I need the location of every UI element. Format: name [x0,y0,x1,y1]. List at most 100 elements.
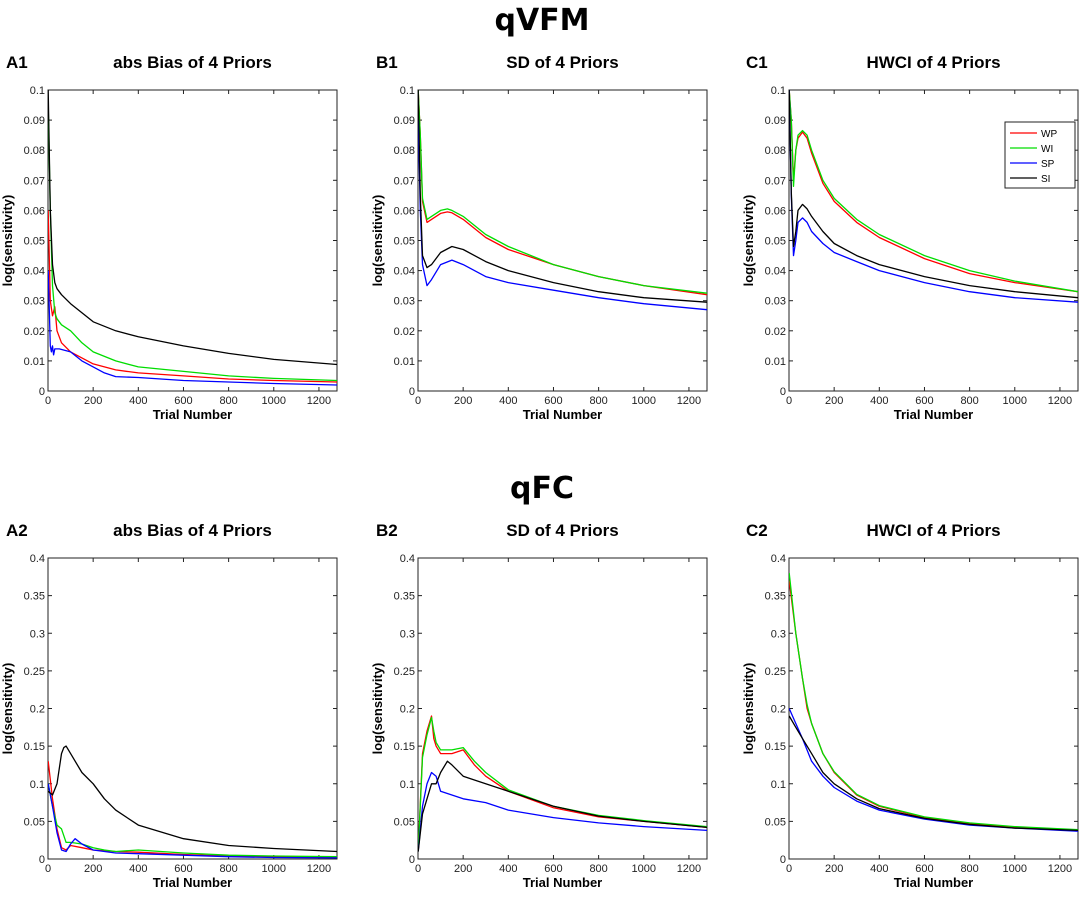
chart-c1-title: HWCI of 4 Priors [866,53,1000,72]
chart-c2-ylabel: log(sensitivity) [741,663,756,755]
chart-c1-ytick-label: 0.04 [765,266,786,278]
chart-b2-ytick-label: 0.1 [400,779,415,791]
chart-b2-ytick-label: 0.2 [400,704,415,716]
chart-a1-xtick-label: 400 [129,395,147,407]
chart-a1-ytick-label: 0.09 [24,115,45,127]
chart-b1-xtick-label: 400 [499,395,517,407]
chart-b1-ytick-label: 0.05 [394,236,415,248]
chart-a2-xlabel: Trial Number [153,875,232,890]
chart-c1-legend-label-si: SI [1041,174,1050,185]
chart-b1-ytick-label: 0 [409,386,415,398]
chart-a1-ytick-label: 0.02 [24,326,45,338]
chart-c1-panel-label: C1 [746,53,768,72]
chart-c1-xtick-label: 1000 [1003,395,1027,407]
chart-c1-xtick-label: 0 [786,395,792,407]
chart-c1-xtick-label: 600 [915,395,933,407]
chart-b1-series-si [418,90,707,303]
chart-c2-ytick-label: 0.35 [765,591,786,603]
chart-a1-xtick-label: 600 [174,395,192,407]
chart-b1-ytick-label: 0.07 [394,175,415,187]
chart-a2-series-sp [48,783,337,859]
chart-b1-ytick-label: 0.09 [394,115,415,127]
chart-b2-xtick-label: 1200 [677,863,701,875]
chart-b1-xtick-label: 200 [454,395,472,407]
chart-a2-series-wi [48,783,337,858]
chart-a1-ytick-label: 0.01 [24,356,45,368]
chart-c2-xtick-label: 400 [870,863,888,875]
chart-b1-series-wi [418,90,707,294]
chart-b1-ytick-label: 0.03 [394,296,415,308]
chart-a2-xtick-label: 200 [84,863,102,875]
chart-b1-panel-label: B1 [376,53,398,72]
chart-b2-ytick-label: 0.3 [400,628,415,640]
chart-b2-ytick-label: 0.05 [394,816,415,828]
chart-b1-xlabel: Trial Number [523,407,602,422]
chart-b1-axes-box [417,89,708,392]
chart-b1-xtick-label: 600 [544,395,562,407]
chart-c2-ytick-label: 0.15 [765,741,786,753]
chart-a2-ytick-label: 0.15 [24,741,45,753]
chart-a1-panel-label: A1 [6,53,28,72]
chart-a2-series-si [48,745,337,853]
chart-b1-ytick-label: 0.01 [394,356,415,368]
chart-a1-series-wp [48,210,337,383]
chart-b2-series-wp [418,715,707,852]
chart-b2-ylabel: log(sensitivity) [370,663,385,755]
chart-b2-ytick-label: 0.15 [394,741,415,753]
chart-c2-series-wi [789,572,1078,831]
chart-c2-xtick-label: 800 [960,863,978,875]
chart-a1-series-sp [48,270,337,386]
chart-a1-ytick-label: 0.07 [24,175,45,187]
chart-b1: B1 SD of 4 Priors 0 0.01 0.02 0.03 0.04 0.05 0.0… [370,53,708,422]
chart-a1: A1 abs Bias of 4 Priors 0 0.01 0.02 0.03 0.04 0… [0,53,338,422]
chart-c1-ytick-label: 0.06 [765,205,786,217]
chart-a1-ylabel: log(sensitivity) [0,195,15,287]
chart-a1-xtick-label: 200 [84,395,102,407]
chart-a1-title: abs Bias of 4 Priors [113,53,272,72]
chart-c1-series-wi [789,90,1078,293]
chart-a2-xtick-label: 400 [129,863,147,875]
chart-b1-ytick-label: 0.08 [394,145,415,157]
chart-b1-series-sp [418,120,707,311]
chart-b1-ytick-label: 0.02 [394,326,415,338]
chart-c2: C2 HWCI of 4 Priors 0 0.05 0.1 0.15 0.2 0.25 0.3… [741,521,1079,890]
chart-a1-ytick-label: 0.06 [24,205,45,217]
chart-c1-ytick-label: 0.1 [771,85,786,97]
chart-a2-panel-label: A2 [6,521,28,540]
chart-a2: A2 abs Bias of 4 Priors 0 0.05 0.1 0.15 0.2 0.2… [0,521,338,890]
chart-b1-ytick-label: 0.06 [394,205,415,217]
chart-b2-panel-label: B2 [376,521,398,540]
chart-a2-ytick-label: 0.35 [24,591,45,603]
chart-a1-ytick-label: 0 [39,386,45,398]
chart-c1-legend-label-sp: SP [1041,159,1055,170]
chart-b2-xtick-label: 800 [589,863,607,875]
chart-b2-series-si [418,760,707,852]
chart-c2-ytick-label: 0.05 [765,816,786,828]
chart-a2-ytick-label: 0.4 [30,553,45,565]
chart-b2-xtick-label: 0 [415,863,421,875]
chart-c1-ytick-label: 0.07 [765,175,786,187]
section-title-qvfm: qVFM [494,3,589,38]
chart-b1-xtick-label: 0 [415,395,421,407]
section-title-qfc: qFC [510,471,574,506]
chart-c1-legend-label-wi: WI [1041,144,1053,155]
chart-c2-ytick-label: 0.2 [771,704,786,716]
chart-c1-ytick-label: 0.09 [765,115,786,127]
chart-b2-ytick-label: 0.35 [394,591,415,603]
chart-b2-xtick-label: 400 [499,863,517,875]
chart-c2-ytick-label: 0.4 [771,553,786,565]
chart-a1-ytick-label: 0.08 [24,145,45,157]
chart-b2-xlabel: Trial Number [523,875,602,890]
chart-b1-ytick-label: 0.04 [394,266,415,278]
chart-b1-title: SD of 4 Priors [506,53,618,72]
chart-a2-xtick-label: 800 [219,863,237,875]
chart-c1-series-sp [789,90,1078,303]
chart-c2-title: HWCI of 4 Priors [866,521,1000,540]
chart-a1-xtick-label: 1200 [307,395,331,407]
chart-c2-series-si [789,715,1078,832]
chart-b2-ytick-label: 0 [409,854,415,866]
chart-c2-ytick-label: 0.1 [771,779,786,791]
chart-c2-xtick-label: 1000 [1003,863,1027,875]
chart-a2-ytick-label: 0.25 [24,666,45,678]
chart-c1-legend-label-wp: WP [1041,129,1057,140]
